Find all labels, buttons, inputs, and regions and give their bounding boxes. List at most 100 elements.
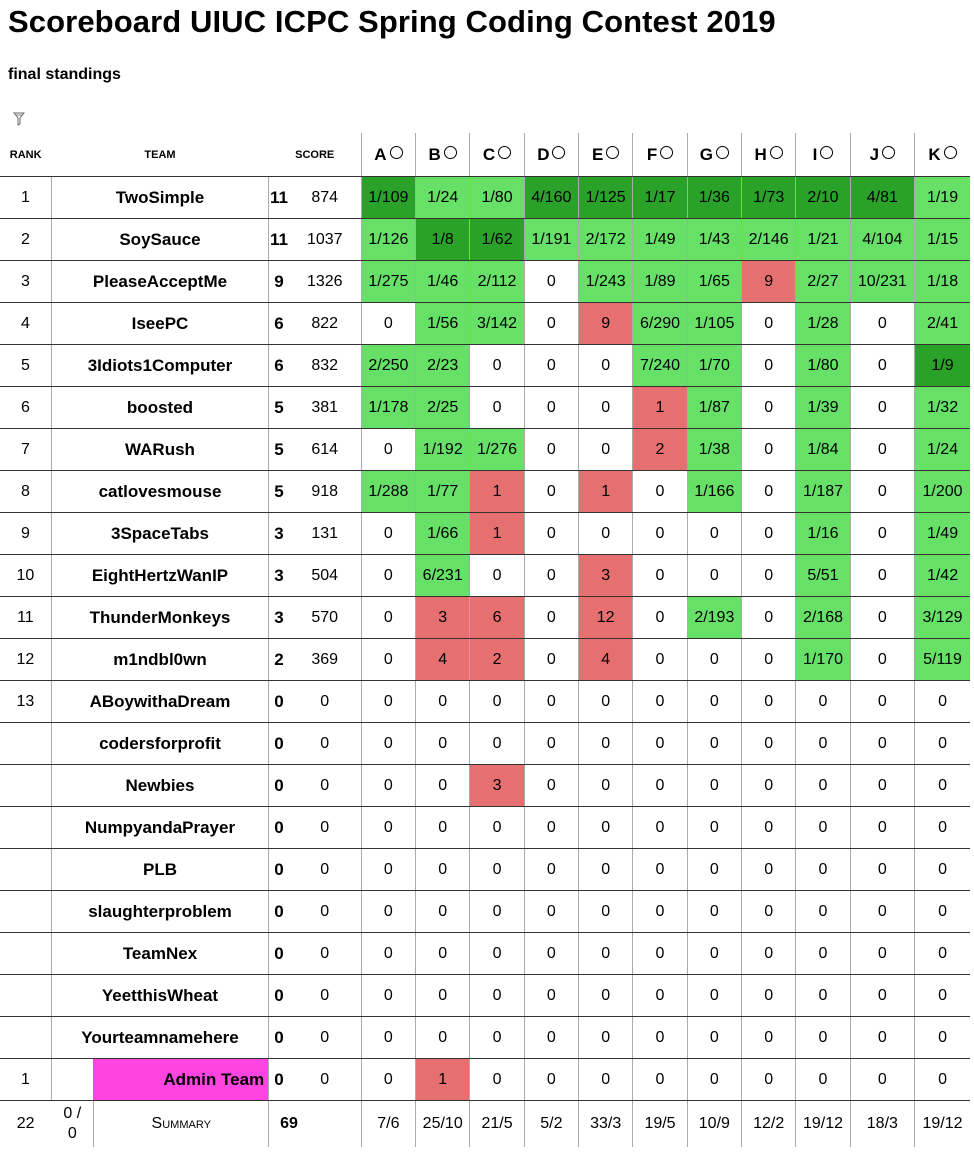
team-name[interactable]: TwoSimple (50, 176, 269, 219)
problem-cell[interactable]: 0 (740, 470, 796, 513)
problem-cell[interactable]: 0 (914, 722, 970, 765)
problem-cell[interactable]: 0 (523, 554, 579, 597)
problem-cell[interactable]: 1/24 (914, 428, 970, 471)
team-name[interactable]: Newbies (50, 764, 269, 807)
problem-cell[interactable]: 0 (632, 890, 688, 933)
problem-header-c[interactable]: C (469, 133, 525, 177)
problem-header-e[interactable]: E (578, 133, 633, 177)
team-row[interactable]: 12 m1ndbl0wn 2 369 0 4 2 0 4 0 0 0 1/170 0 5/119 (0, 638, 970, 681)
problem-cell[interactable]: 0 (914, 764, 970, 807)
problem-cell[interactable]: 1/24 (415, 176, 470, 219)
problem-cell[interactable]: 0 (469, 1058, 525, 1101)
problem-cell[interactable]: 0 (632, 806, 688, 849)
problem-cell[interactable]: 0 (360, 806, 416, 849)
problem-cell[interactable]: 0 (415, 680, 470, 723)
problem-cell[interactable]: 0 (795, 1016, 851, 1059)
problem-cell[interactable]: 1/9 (914, 344, 970, 387)
problem-cell[interactable]: 0 (795, 722, 851, 765)
problem-cell[interactable]: 1 (469, 470, 525, 513)
problem-cell[interactable]: 2/146 (740, 218, 796, 261)
problem-cell[interactable]: 1/73 (740, 176, 796, 219)
problem-cell[interactable]: 0 (523, 302, 579, 345)
problem-cell[interactable]: 0 (578, 680, 633, 723)
team-row[interactable]: PLB 0 0 0 0 0 0 0 0 0 0 0 0 0 (0, 848, 970, 891)
problem-cell[interactable]: 0 (740, 638, 796, 681)
problem-cell[interactable]: 0 (632, 680, 688, 723)
problem-cell[interactable]: 0 (686, 974, 742, 1017)
problem-cell[interactable]: 0 (849, 386, 915, 429)
problem-cell[interactable]: 2/25 (415, 386, 470, 429)
problem-cell[interactable]: 1/170 (795, 638, 851, 681)
problem-cell[interactable]: 0 (849, 302, 915, 345)
problem-cell[interactable]: 0 (415, 722, 470, 765)
problem-header-i[interactable]: I (795, 133, 851, 177)
problem-cell[interactable]: 0 (360, 848, 416, 891)
problem-cell[interactable]: 0 (360, 302, 416, 345)
problem-cell[interactable]: 1/166 (686, 470, 742, 513)
problem-cell[interactable]: 0 (578, 1016, 633, 1059)
problem-cell[interactable]: 2/172 (578, 218, 633, 261)
problem-cell[interactable]: 0 (360, 722, 416, 765)
team-name[interactable]: Yourteamnamehere (50, 1016, 269, 1059)
filter-icon[interactable] (13, 112, 25, 126)
problem-cell[interactable]: 0 (849, 470, 915, 513)
problem-cell[interactable]: 0 (578, 890, 633, 933)
problem-cell[interactable]: 0 (360, 554, 416, 597)
problem-cell[interactable]: 6/290 (632, 302, 688, 345)
problem-cell[interactable]: 0 (469, 932, 525, 975)
problem-cell[interactable]: 0 (914, 932, 970, 975)
problem-cell[interactable]: 0 (523, 344, 579, 387)
problem-cell[interactable]: 0 (360, 512, 416, 555)
problem-cell[interactable]: 0 (686, 764, 742, 807)
problem-cell[interactable]: 0 (469, 848, 525, 891)
problem-cell[interactable]: 0 (795, 680, 851, 723)
problem-cell[interactable]: 0 (740, 1016, 796, 1059)
team-row[interactable]: 11 ThunderMonkeys 3 570 0 3 6 0 12 0 2/193 0 2/168 0 3… (0, 596, 970, 639)
problem-cell[interactable]: 1/77 (415, 470, 470, 513)
problem-cell[interactable]: 6 (469, 596, 525, 639)
team-row[interactable]: TeamNex 0 0 0 0 0 0 0 0 0 0 0 0 0 (0, 932, 970, 975)
problem-cell[interactable]: 0 (914, 1016, 970, 1059)
problem-cell[interactable]: 0 (523, 974, 579, 1017)
team-row[interactable]: 6 boosted 5 381 1/178 2/25 0 0 0 1 1/87 0 1/39 0 1/32 (0, 386, 970, 429)
problem-cell[interactable]: 1/8 (415, 218, 470, 261)
problem-cell[interactable]: 1/125 (578, 176, 633, 219)
problem-cell[interactable]: 0 (360, 1058, 416, 1101)
problem-cell[interactable]: 2/168 (795, 596, 851, 639)
problem-cell[interactable]: 0 (740, 848, 796, 891)
problem-cell[interactable]: 1/38 (686, 428, 742, 471)
problem-cell[interactable]: 0 (740, 512, 796, 555)
team-name[interactable]: EightHertzWanIP (50, 554, 269, 597)
problem-cell[interactable]: 1/43 (686, 218, 742, 261)
problem-cell[interactable]: 1 (578, 470, 633, 513)
team-name[interactable]: IseePC (50, 302, 269, 345)
problem-cell[interactable]: 1/17 (632, 176, 688, 219)
team-name[interactable]: 3Idiots1Computer (50, 344, 269, 387)
problem-cell[interactable]: 0 (360, 680, 416, 723)
problem-cell[interactable]: 0 (849, 1016, 915, 1059)
problem-header-k[interactable]: K (914, 133, 970, 177)
problem-cell[interactable]: 0 (578, 512, 633, 555)
problem-cell[interactable]: 2/250 (360, 344, 416, 387)
problem-cell[interactable]: 0 (360, 596, 416, 639)
problem-cell[interactable]: 1/80 (469, 176, 525, 219)
problem-cell[interactable]: 0 (632, 512, 688, 555)
problem-cell[interactable]: 0 (740, 932, 796, 975)
problem-cell[interactable]: 0 (632, 1016, 688, 1059)
problem-cell[interactable]: 1/84 (795, 428, 851, 471)
team-name[interactable]: PleaseAcceptMe (50, 260, 269, 303)
problem-cell[interactable]: 0 (795, 848, 851, 891)
problem-cell[interactable]: 1/66 (415, 512, 470, 555)
problem-cell[interactable]: 1/80 (795, 344, 851, 387)
problem-cell[interactable]: 0 (523, 1016, 579, 1059)
problem-cell[interactable]: 0 (360, 428, 416, 471)
problem-cell[interactable]: 1/36 (686, 176, 742, 219)
problem-cell[interactable]: 1/200 (914, 470, 970, 513)
problem-cell[interactable]: 0 (523, 680, 579, 723)
problem-cell[interactable]: 1/49 (632, 218, 688, 261)
problem-cell[interactable]: 0 (914, 806, 970, 849)
problem-cell[interactable]: 0 (849, 722, 915, 765)
problem-cell[interactable]: 0 (360, 932, 416, 975)
problem-cell[interactable]: 2/27 (795, 260, 851, 303)
problem-cell[interactable]: 0 (849, 806, 915, 849)
